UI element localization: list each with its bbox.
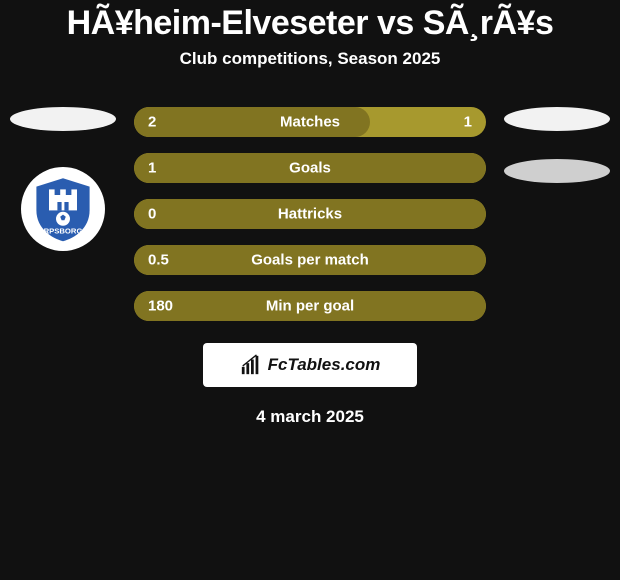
stat-right-value: 1 — [464, 114, 472, 131]
stat-left-value: 180 — [148, 298, 173, 315]
right-team-ellipse-upper — [504, 107, 610, 131]
page-subtitle: Club competitions, Season 2025 — [0, 49, 620, 69]
brand-text: FcTables.com — [268, 355, 381, 375]
stat-bar: 0.5 Goals per match — [134, 245, 486, 275]
left-team-ellipse — [10, 107, 116, 131]
main-row: RPSBORG 2 Matches 1 1 Goals 0 Hattricks 0.5 Goal… — [0, 107, 620, 321]
left-team-crest: RPSBORG — [21, 167, 105, 251]
stat-label: Matches — [280, 114, 340, 131]
shield-icon: RPSBORG — [28, 174, 98, 244]
stat-label: Goals per match — [251, 252, 369, 269]
right-team-col — [502, 107, 612, 183]
stats-bars: 2 Matches 1 1 Goals 0 Hattricks 0.5 Goals per ma… — [134, 107, 486, 321]
stat-bar: 1 Goals — [134, 153, 486, 183]
stat-label: Min per goal — [266, 298, 354, 315]
stat-label: Goals — [289, 160, 331, 177]
stat-left-value: 1 — [148, 160, 156, 177]
date-label: 4 march 2025 — [0, 407, 620, 427]
brand-box: FcTables.com — [203, 343, 417, 387]
stat-label: Hattricks — [278, 206, 342, 223]
right-team-ellipse-lower — [504, 159, 610, 183]
bar-chart-icon — [240, 354, 262, 376]
stat-bar: 0 Hattricks — [134, 199, 486, 229]
stat-left-value: 2 — [148, 114, 156, 131]
page-title: HÃ¥heim-Elveseter vs SÃ¸rÃ¥s — [0, 0, 620, 43]
stat-left-value: 0.5 — [148, 252, 169, 269]
left-team-col: RPSBORG — [8, 107, 118, 251]
stat-bar: 2 Matches 1 — [134, 107, 486, 137]
crest-text: RPSBORG — [44, 227, 83, 236]
stat-left-value: 0 — [148, 206, 156, 223]
stat-bar: 180 Min per goal — [134, 291, 486, 321]
